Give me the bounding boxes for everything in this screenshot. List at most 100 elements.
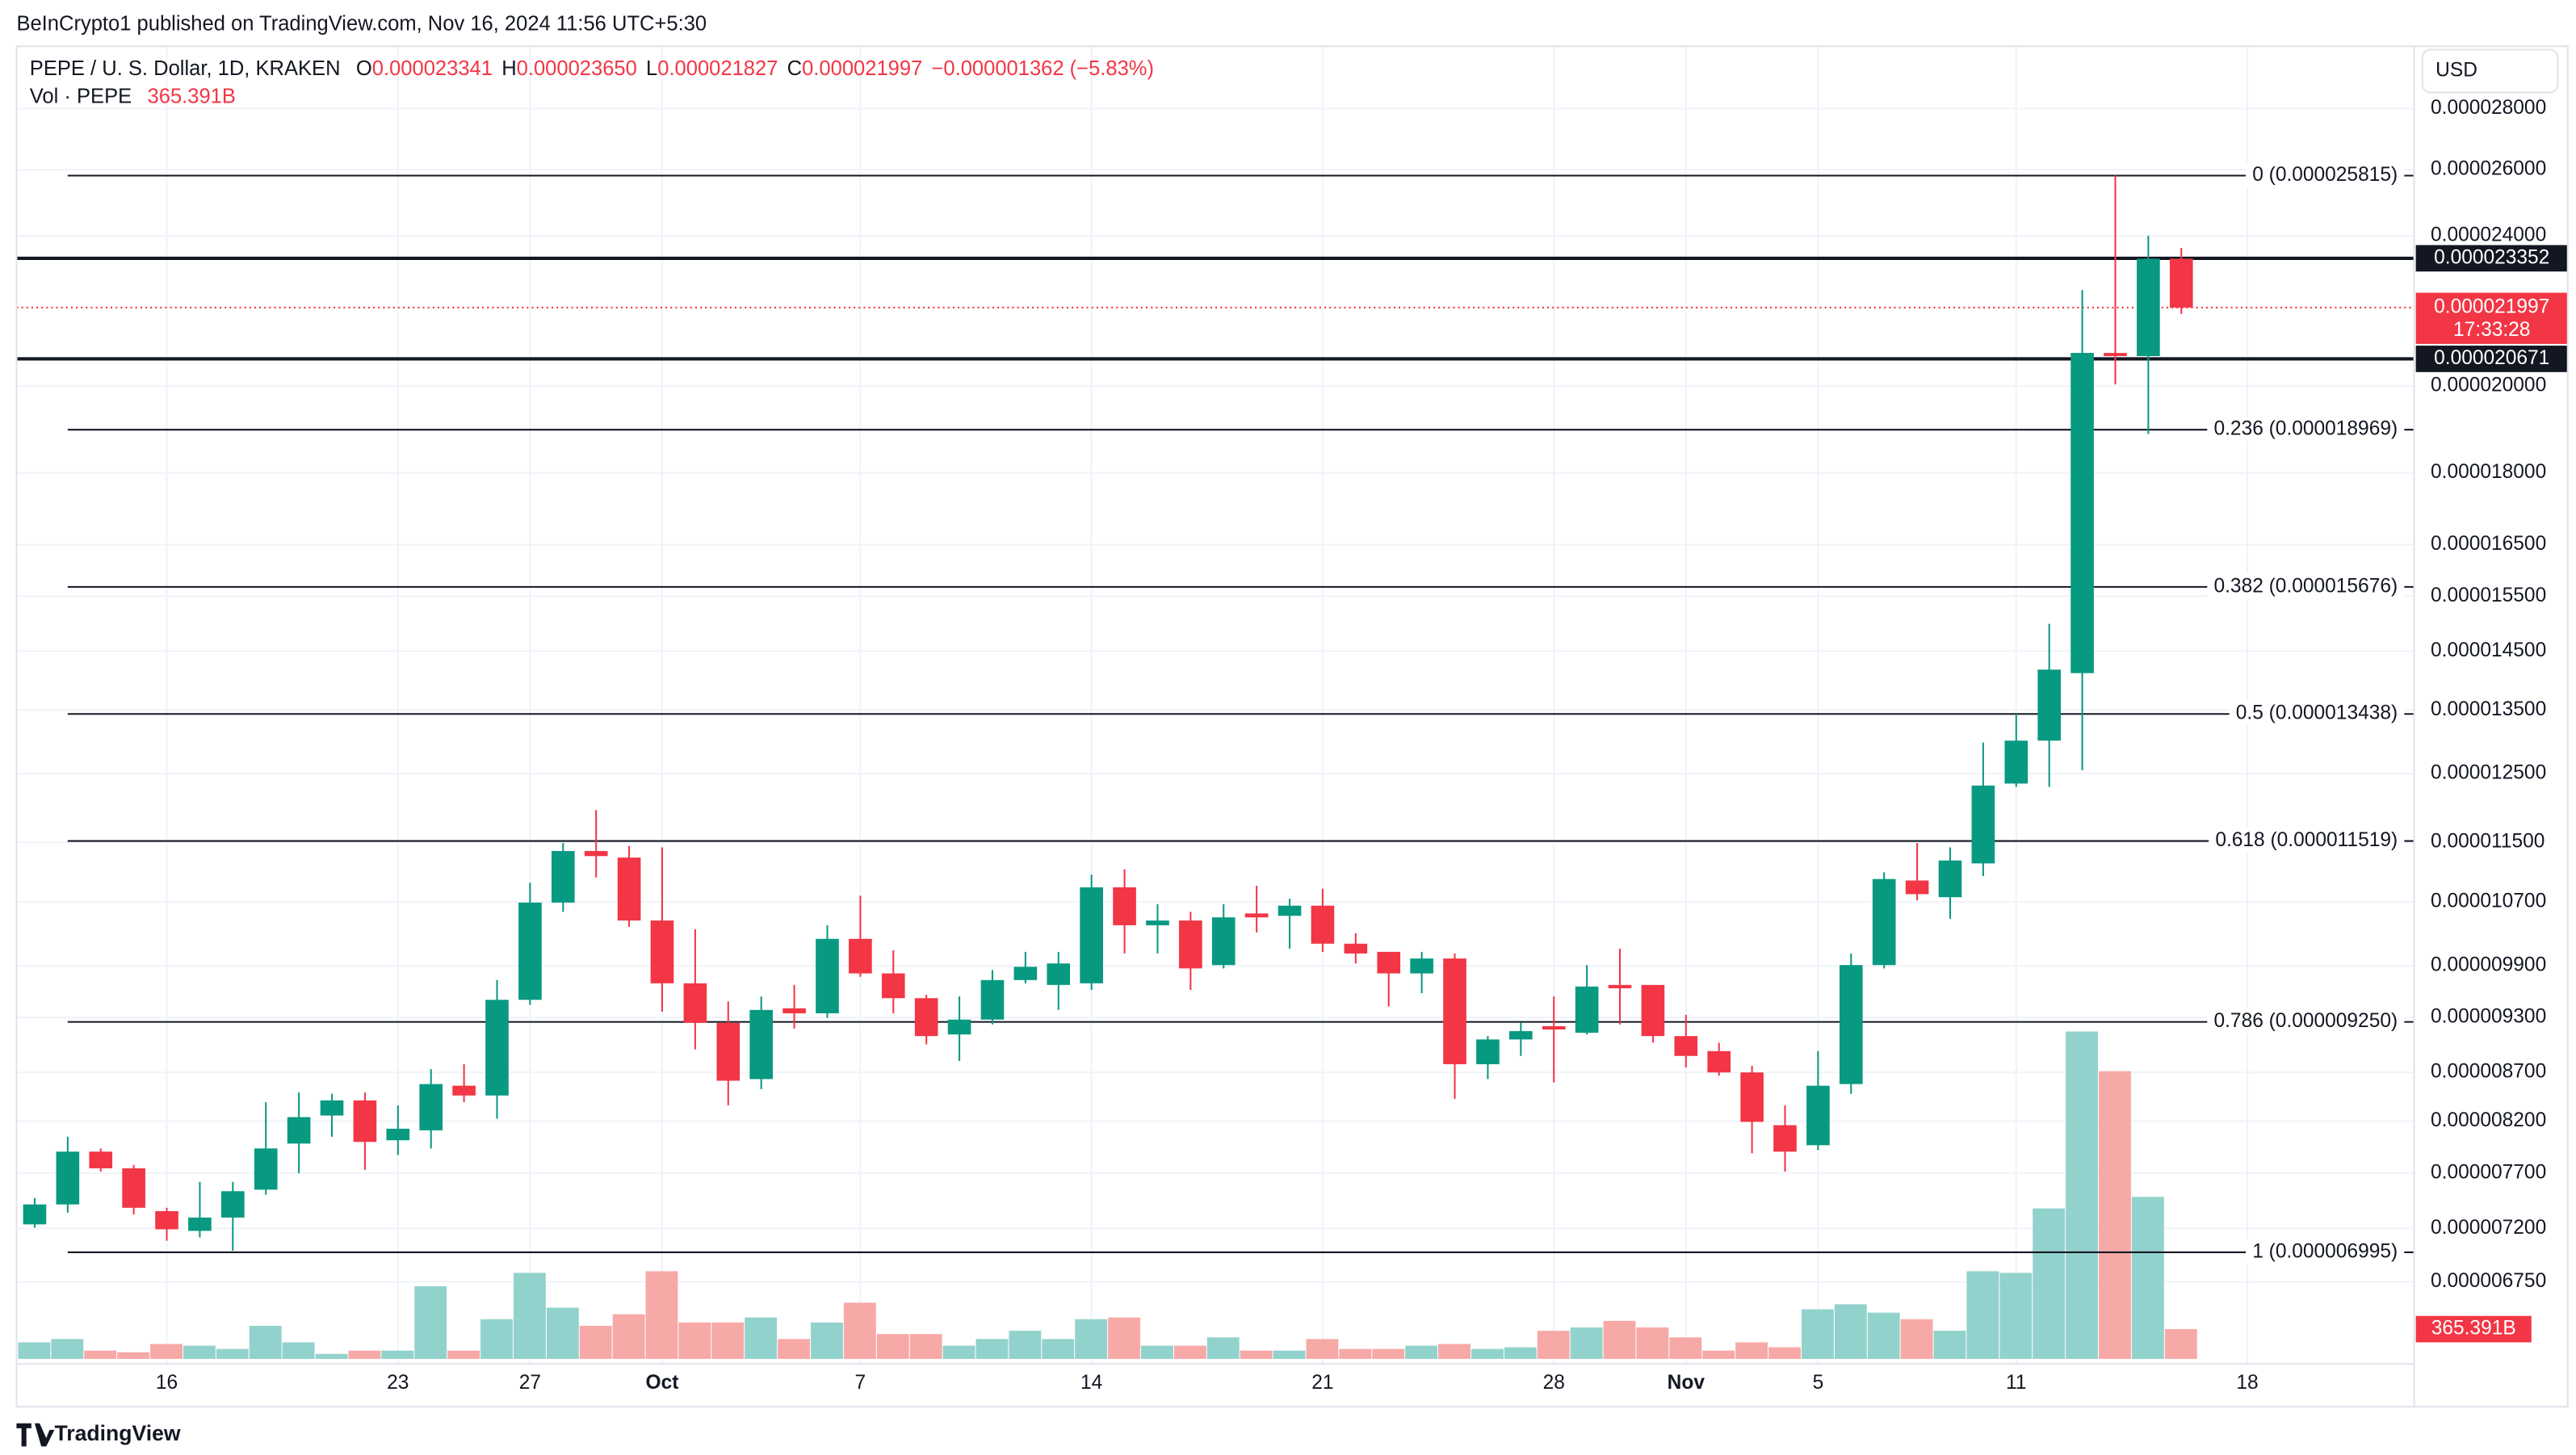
y-tick-label: 0.000011500	[2431, 831, 2545, 853]
volume-bar	[975, 1339, 1009, 1359]
candle-body	[485, 1000, 509, 1096]
volume-bar	[1042, 1339, 1075, 1359]
candle-body	[287, 1117, 311, 1144]
price-level-label: 0.000020671	[2434, 347, 2549, 369]
volume-bar	[1438, 1344, 1471, 1359]
y-tick-label: 0.000015500	[2431, 585, 2546, 606]
candle-body	[1047, 963, 1071, 985]
legend: PEPE / U. S. Dollar, 1D, KRAKEN O0.00002…	[30, 57, 1154, 80]
candle-body	[849, 938, 872, 974]
volume-bar	[843, 1302, 876, 1359]
candle-body	[1971, 785, 1995, 864]
volume-bar	[1867, 1312, 1900, 1359]
fib-label-bg	[2207, 416, 2405, 442]
candle-body	[419, 1084, 443, 1130]
volume-bar	[183, 1345, 216, 1359]
volume-bar	[546, 1307, 579, 1359]
legend-value: 0.000021827	[657, 57, 778, 80]
volume-bar	[1173, 1345, 1206, 1359]
x-tick-label: Nov	[1668, 1372, 1705, 1394]
candle-body	[2169, 258, 2193, 308]
volume-bar	[1933, 1331, 1966, 1359]
volume-bar	[84, 1350, 117, 1359]
volume-bar	[1537, 1331, 1570, 1359]
candle-body	[914, 998, 938, 1037]
fib-label-bg	[2229, 700, 2405, 726]
volume-bar	[745, 1317, 778, 1359]
candle-body	[1674, 1036, 1698, 1056]
candle-body	[386, 1128, 410, 1141]
candle-body	[1707, 1050, 1731, 1073]
fib-label-bg	[2209, 828, 2405, 853]
candle-body	[617, 857, 641, 921]
publisher: BeInCrypto1 published on TradingView.com…	[16, 12, 707, 35]
volume-bar	[1504, 1347, 1537, 1359]
candle-body	[1278, 905, 1302, 916]
legend-change: −0.000001362 (−5.83%)	[931, 57, 1154, 80]
candle-body	[2104, 353, 2127, 357]
candle-body	[881, 973, 905, 999]
last-price-label: 0.000021997	[2434, 296, 2549, 317]
y-tick-label: 0.000020000	[2431, 375, 2546, 396]
legend-value: 0.000023341	[372, 57, 493, 80]
candle-body	[1344, 943, 1368, 954]
candle-body	[1905, 880, 1929, 895]
volume-bar	[315, 1353, 348, 1359]
candle-body	[1211, 917, 1236, 966]
x-tick-label: 18	[2236, 1372, 2258, 1394]
volume-bar	[480, 1319, 513, 1359]
candle-body	[1509, 1031, 1533, 1040]
currency-button[interactable]	[2421, 48, 2559, 94]
volume-bar	[678, 1322, 711, 1359]
volume-bar	[1702, 1350, 1735, 1359]
legend-key: O	[356, 57, 372, 80]
candle-body	[56, 1151, 80, 1205]
volume-bar	[1471, 1348, 1504, 1359]
candle-body	[254, 1148, 278, 1190]
y-tick-label: 0.000006750	[2431, 1270, 2546, 1292]
candle-body	[782, 1008, 806, 1013]
y-tick-label: 0.000008700	[2431, 1061, 2546, 1083]
candle-body	[683, 983, 707, 1023]
volume-bar	[645, 1271, 678, 1359]
volume-bar	[18, 1342, 51, 1359]
legend-key: L	[646, 57, 657, 80]
x-tick-label: 5	[1813, 1372, 1824, 1394]
volume-bar	[711, 1322, 745, 1359]
y-tick-label: 0.000026000	[2431, 158, 2546, 180]
candle-body	[188, 1217, 212, 1231]
currency[interactable]: USD	[2435, 59, 2477, 81]
candle-body	[155, 1210, 178, 1230]
candle-body	[452, 1085, 476, 1096]
fib-label: 1 (0.000006995)	[2252, 1240, 2398, 1262]
candle-body	[584, 850, 608, 857]
x-tick-label: 14	[1080, 1372, 1102, 1394]
candle-body	[1608, 984, 1632, 988]
y-tick-label: 0.000014500	[2431, 639, 2546, 661]
volume-bar	[51, 1339, 84, 1359]
fib-label-bg	[2207, 1008, 2405, 1034]
candle-body	[353, 1100, 377, 1143]
volume-bar	[1273, 1350, 1306, 1359]
volume-bar	[1603, 1320, 1636, 1359]
x-tick-label: 27	[519, 1372, 541, 1394]
candle-body	[1872, 878, 1896, 966]
axis-layer: 0.0000280000.0000260000.0000240000.00002…	[156, 97, 2568, 1394]
volume-value: 365.391B	[148, 85, 236, 107]
volume-bar	[1834, 1304, 1867, 1359]
candle-body	[1410, 958, 1433, 974]
volume-bar	[1801, 1309, 1834, 1359]
candle-body	[1013, 967, 1038, 980]
volume-bar	[2033, 1208, 2066, 1359]
legend-value: 0.000021997	[802, 57, 922, 80]
y-tick-label: 0.000009300	[2431, 1006, 2546, 1028]
price-level-badge	[2415, 346, 2568, 372]
volume-bar	[2164, 1329, 2197, 1359]
volume-bar	[1206, 1337, 1240, 1359]
fib-label-bg	[2246, 161, 2405, 188]
candles-layer	[23, 175, 2193, 1252]
x-tick-label: 11	[2006, 1372, 2026, 1394]
candle-body	[650, 920, 674, 983]
volume-bar	[348, 1350, 381, 1359]
